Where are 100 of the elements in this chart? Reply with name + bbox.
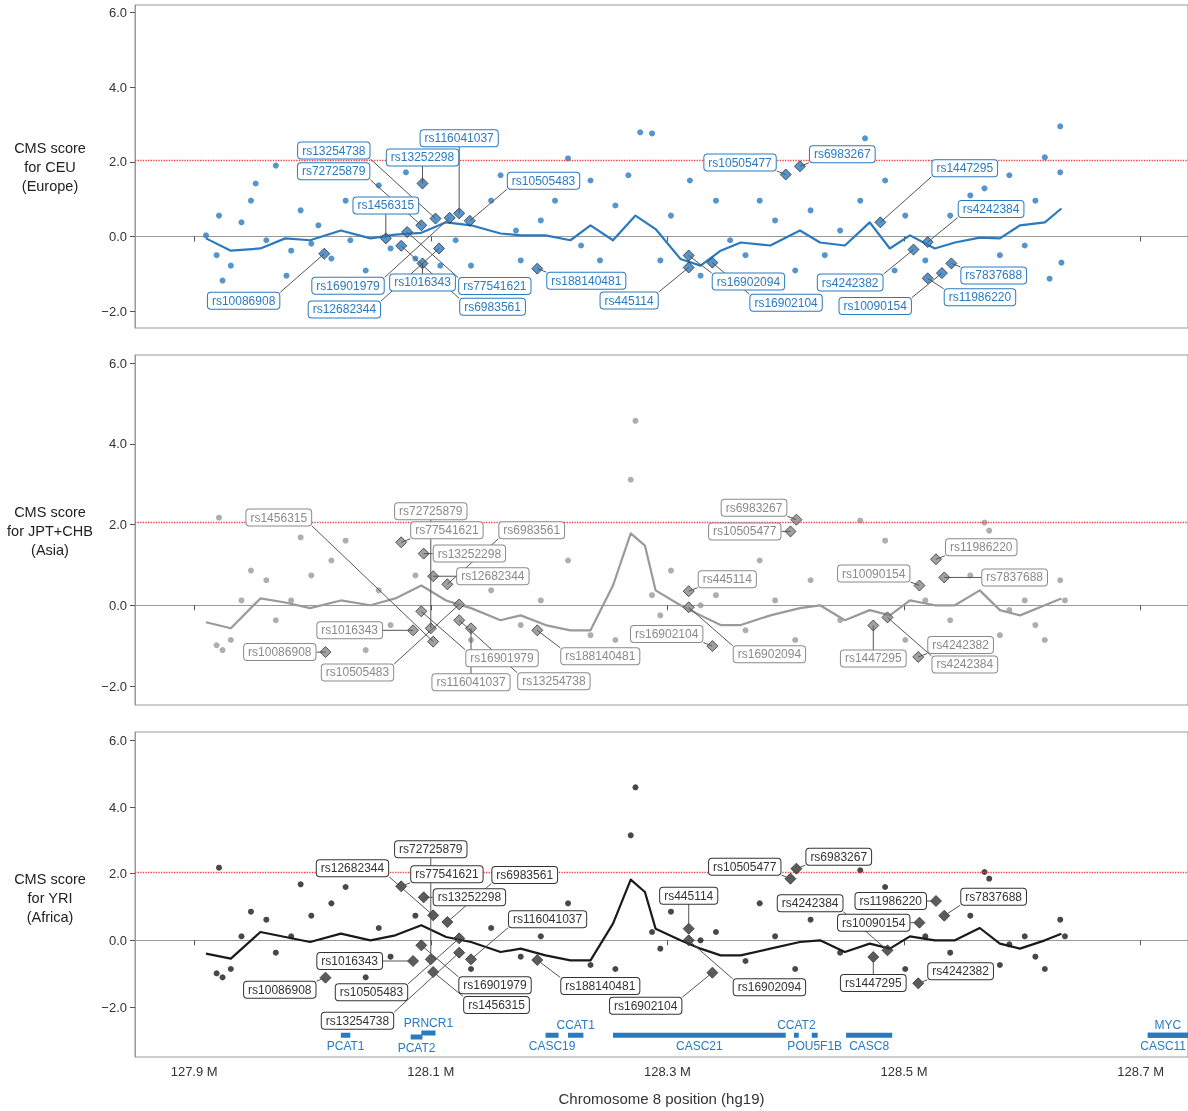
data-label: rs10090154	[843, 299, 908, 314]
data-label: rs13252298	[437, 546, 502, 561]
data-label: rs445114	[664, 888, 714, 903]
data-label: rs72725879	[301, 164, 366, 179]
data-label: rs72725879	[399, 504, 463, 519]
data-label: rs4242382	[932, 637, 990, 652]
y-tick-label: 0.0	[108, 229, 127, 245]
y-tick-label: 2.0	[108, 154, 127, 170]
data-label: rs16901979	[316, 278, 381, 293]
x-axis-title: Chromosome 8 position (hg19)	[558, 1090, 765, 1107]
data-label: rs445114	[702, 572, 753, 587]
data-label: rs10090154	[842, 566, 906, 581]
data-label: rs13252298	[437, 890, 502, 905]
series-label: CCAT2	[777, 1017, 816, 1032]
data-label: rs13254738	[522, 674, 586, 689]
data-label: rs13254738	[302, 143, 366, 158]
y-tick-label: 4.0	[108, 799, 127, 815]
data-label: rs4242382	[821, 275, 879, 290]
data-label: rs11986220	[949, 540, 1013, 555]
series-label: PCAT2	[397, 1040, 436, 1055]
data-label: rs6983561	[464, 299, 522, 314]
data-label: rs10505477	[708, 155, 773, 170]
data-label: rs72725879	[399, 842, 463, 857]
series-label: PCAT1	[326, 1038, 365, 1053]
y-tick-label: 0.0	[108, 932, 127, 948]
data-label: rs188140481	[565, 649, 636, 664]
data-label: rs1456315	[468, 998, 526, 1012]
y-axis-title: CMS score for YRI (Africa)	[14, 871, 86, 925]
series-label: CASC8	[849, 1038, 890, 1053]
data-label: rs10505477	[713, 859, 777, 874]
y-tick-label: 4.0	[108, 436, 127, 452]
y-tick-label: 4.0	[108, 79, 127, 95]
data-label: rs4242384	[781, 896, 839, 911]
data-label: rs12682344	[312, 302, 377, 317]
data-label: rs11986220	[948, 290, 1012, 305]
y-tick-label: 6.0	[108, 355, 127, 371]
data-label: rs1016343	[394, 275, 452, 290]
data-label: rs6983267	[813, 147, 871, 162]
data-label: rs12682344	[461, 569, 525, 584]
data-label: rs13252298	[390, 150, 455, 165]
data-label: rs6983267	[725, 500, 783, 515]
data-label: rs4242384	[936, 657, 994, 672]
data-label: rs6983561	[503, 523, 561, 538]
data-label: rs10505483	[339, 985, 404, 1000]
x-tick-label: 128.5 M	[880, 1064, 928, 1079]
data-label: rs10086908	[211, 293, 276, 308]
data-label: rs7837688	[965, 889, 1023, 904]
y-tick-label: 2.0	[108, 866, 127, 882]
y-tick-label: −2.0	[101, 303, 127, 319]
data-label: rs1456315	[357, 198, 415, 213]
series-label: CASC21	[676, 1038, 724, 1053]
data-label: rs188140481	[551, 273, 622, 288]
data-label: rs4242384	[962, 202, 1020, 217]
y-tick-label: 6.0	[108, 4, 127, 20]
y-tick-label: 0.0	[108, 597, 127, 613]
data-label: rs188140481	[565, 979, 636, 993]
data-label: rs1447295	[844, 976, 902, 990]
x-tick-label: 128.1 M	[407, 1064, 455, 1079]
data-label: rs10090154	[842, 915, 906, 930]
y-tick-label: 6.0	[108, 732, 127, 748]
series-label: CCAT1	[556, 1017, 596, 1032]
data-label: rs116041037	[424, 131, 495, 146]
y-axis-title: CMS score for JPT+CHB (Asia)	[7, 503, 93, 558]
x-tick-label: 128.7 M	[1117, 1064, 1165, 1079]
data-label: rs7837688	[965, 268, 1023, 283]
data-label: rs16902094	[737, 647, 802, 662]
data-label: rs16901979	[470, 651, 535, 666]
y-axis-title: CMS score for CEU (Europe)	[14, 140, 86, 194]
data-label: rs10086908	[248, 645, 312, 660]
series-label: MYC	[1154, 1017, 1182, 1032]
data-label: rs10086908	[248, 982, 312, 997]
data-label: rs16902094	[716, 274, 781, 289]
data-label: rs4242382	[932, 964, 990, 979]
y-tick-label: −2.0	[101, 678, 127, 694]
data-label: rs10505477	[713, 524, 777, 539]
y-tick-label: −2.0	[101, 999, 127, 1015]
data-label: rs1456315	[250, 510, 308, 525]
data-label: rs1447295	[844, 651, 902, 666]
data-label: rs6983561	[496, 868, 554, 882]
x-tick-label: 128.3 M	[643, 1064, 691, 1079]
data-label: rs1016343	[321, 954, 379, 968]
series-label: PRNCR1	[403, 1015, 454, 1030]
data-label: rs16902104	[754, 295, 819, 310]
data-label: rs16902104	[613, 998, 678, 1013]
data-label: rs77541621	[415, 867, 479, 882]
data-label: rs77541621	[415, 523, 479, 538]
data-label: rs7837688	[986, 570, 1044, 585]
data-label: rs12682344	[320, 861, 385, 876]
data-label: rs10505483	[325, 665, 390, 680]
data-label: rs6983267	[810, 849, 868, 864]
data-label: rs445114	[604, 293, 655, 308]
x-tick-label: 127.9 M	[170, 1064, 218, 1079]
data-label: rs13254738	[325, 1013, 390, 1028]
data-label: rs16902104	[634, 627, 699, 642]
data-label: rs116041037	[436, 675, 506, 690]
data-label: rs116041037	[513, 912, 583, 927]
y-tick-label: 2.0	[108, 517, 127, 533]
data-label: rs77541621	[463, 279, 527, 294]
series-label: POU5F1B	[787, 1038, 843, 1053]
data-label: rs1447295	[936, 161, 994, 176]
